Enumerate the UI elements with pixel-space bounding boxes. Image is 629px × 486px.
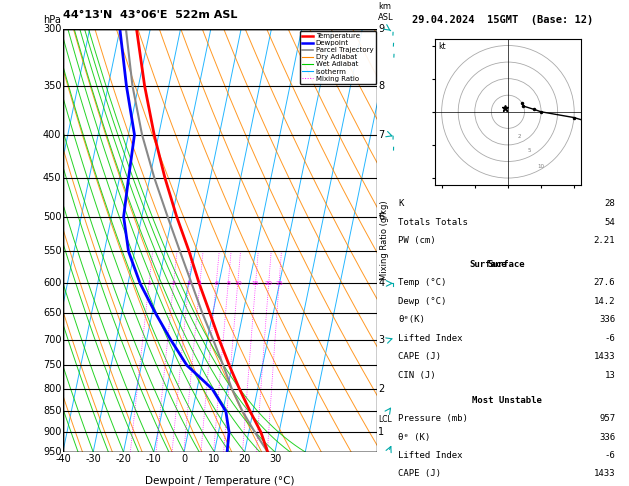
Text: -10: -10 [146, 454, 162, 464]
Text: CAPE (J): CAPE (J) [398, 352, 441, 362]
Text: 3: 3 [187, 281, 191, 286]
Text: 13: 13 [604, 371, 615, 380]
Text: CIN (J): CIN (J) [398, 371, 436, 380]
Text: 5: 5 [528, 148, 532, 153]
Text: CAPE (J): CAPE (J) [398, 469, 441, 479]
Text: 10: 10 [208, 454, 221, 464]
Text: 9: 9 [378, 24, 384, 34]
Text: Most Unstable: Most Unstable [472, 396, 542, 405]
Text: Mixing Ratio (g/kg): Mixing Ratio (g/kg) [381, 201, 389, 280]
Text: 650: 650 [43, 308, 62, 318]
Text: 550: 550 [43, 246, 62, 257]
Text: 850: 850 [43, 406, 62, 416]
Text: Pressure (mb): Pressure (mb) [398, 414, 468, 423]
Text: 450: 450 [43, 173, 62, 183]
Legend: Temperature, Dewpoint, Parcel Trajectory, Dry Adiabat, Wet Adiabat, Isotherm, Mi: Temperature, Dewpoint, Parcel Trajectory… [299, 31, 376, 85]
Text: 4: 4 [198, 281, 202, 286]
Text: 15: 15 [252, 281, 260, 286]
Text: 2.21: 2.21 [594, 236, 615, 245]
Text: 10: 10 [234, 281, 242, 286]
Text: Totals Totals: Totals Totals [398, 218, 468, 227]
Text: hPa: hPa [43, 16, 62, 25]
Text: -30: -30 [86, 454, 101, 464]
Text: 950: 950 [43, 447, 62, 457]
Text: 8: 8 [226, 281, 230, 286]
Text: 28: 28 [604, 199, 615, 208]
Text: km
ASL: km ASL [378, 2, 394, 22]
Text: 400: 400 [43, 130, 62, 139]
Text: Dewp (°C): Dewp (°C) [398, 297, 447, 306]
Text: 800: 800 [43, 384, 62, 394]
Text: 700: 700 [43, 335, 62, 345]
Text: 25: 25 [275, 281, 283, 286]
Text: 27.6: 27.6 [594, 278, 615, 288]
Text: 14.2: 14.2 [594, 297, 615, 306]
Text: 6: 6 [378, 211, 384, 222]
Text: kt: kt [438, 42, 446, 51]
Text: 1433: 1433 [594, 352, 615, 362]
Text: Dewpoint / Temperature (°C): Dewpoint / Temperature (°C) [145, 476, 295, 486]
Text: 10: 10 [538, 164, 545, 169]
Text: 2: 2 [518, 134, 521, 139]
Text: 8: 8 [378, 81, 384, 91]
Text: 750: 750 [43, 360, 62, 370]
Text: Lifted Index: Lifted Index [398, 334, 463, 343]
Text: 336: 336 [599, 433, 615, 442]
Text: K: K [398, 199, 404, 208]
Text: 20: 20 [238, 454, 251, 464]
Text: 1433: 1433 [594, 469, 615, 479]
Text: θᵉ (K): θᵉ (K) [398, 433, 430, 442]
Text: 900: 900 [43, 427, 62, 437]
Text: LCL: LCL [378, 415, 392, 424]
Text: θᵉ(K): θᵉ(K) [398, 315, 425, 325]
Text: 2: 2 [378, 384, 384, 394]
Text: 6: 6 [214, 281, 218, 286]
Text: 600: 600 [43, 278, 62, 288]
Text: -6: -6 [604, 334, 615, 343]
Text: PW (cm): PW (cm) [398, 236, 436, 245]
Text: 29.04.2024  15GMT  (Base: 12): 29.04.2024 15GMT (Base: 12) [412, 15, 593, 25]
Text: -40: -40 [55, 454, 71, 464]
Text: -20: -20 [116, 454, 131, 464]
Text: 1: 1 [378, 427, 384, 437]
Text: 350: 350 [43, 81, 62, 91]
Text: Temp (°C): Temp (°C) [398, 278, 447, 288]
Text: 4: 4 [378, 278, 384, 288]
Text: Surface: Surface [488, 260, 525, 269]
Text: 336: 336 [599, 315, 615, 325]
Text: 1: 1 [147, 281, 151, 286]
Text: Lifted Index: Lifted Index [398, 451, 463, 460]
Text: 957: 957 [599, 414, 615, 423]
Text: 54: 54 [604, 218, 615, 227]
Text: 30: 30 [269, 454, 281, 464]
Text: Surface: Surface [469, 260, 507, 269]
Text: 0: 0 [181, 454, 187, 464]
Text: 3: 3 [378, 335, 384, 345]
Text: 7: 7 [378, 130, 384, 139]
Text: 500: 500 [43, 211, 62, 222]
Text: 300: 300 [43, 24, 62, 34]
Text: 20: 20 [265, 281, 272, 286]
Text: 2: 2 [172, 281, 175, 286]
Text: 44°13'N  43°06'E  522m ASL: 44°13'N 43°06'E 522m ASL [63, 10, 237, 20]
Text: -6: -6 [604, 451, 615, 460]
